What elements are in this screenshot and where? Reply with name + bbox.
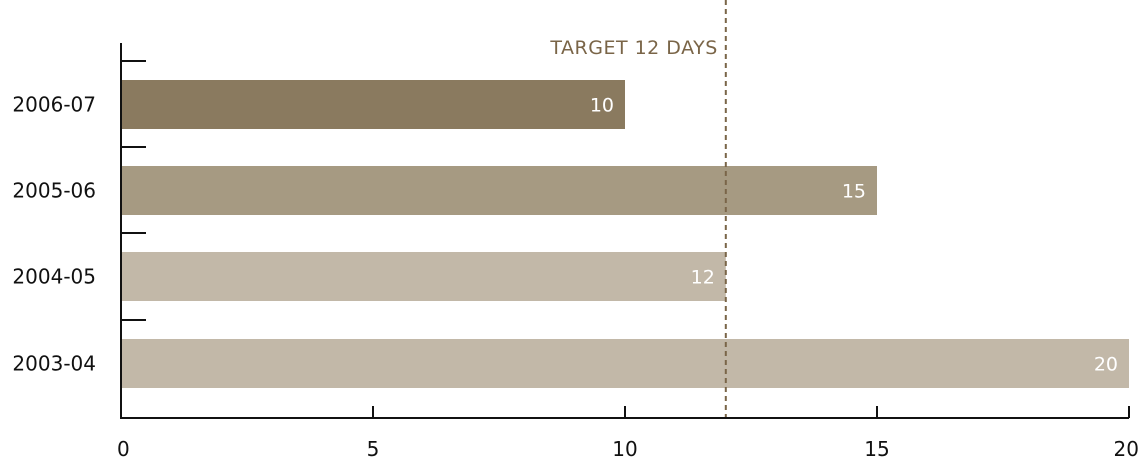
bars-layer: [121, 80, 1129, 388]
bar-2003-04: [121, 339, 1129, 388]
bar-2006-07: [121, 80, 625, 129]
category-label-2003-04: 2003-04: [12, 352, 96, 376]
bar-2004-05: [121, 252, 726, 301]
category-label-2004-05: 2004-05: [12, 265, 96, 289]
x-tick-label-5: 5: [367, 437, 380, 461]
data-label-2006-07: 10: [590, 95, 614, 117]
x-tick-label-10: 10: [612, 437, 637, 461]
data-label-2004-05: 12: [691, 267, 715, 289]
x-tick-label-20: 20: [1114, 437, 1139, 461]
category-label-2005-06: 2005-06: [12, 179, 96, 203]
target-line-label: TARGET 12 DAYS: [549, 37, 717, 59]
x-tick-label-15: 15: [864, 437, 889, 461]
data-label-2005-06: 15: [842, 181, 866, 203]
data-label-2003-04: 20: [1094, 354, 1118, 376]
x-tick-label-0: 0: [117, 437, 130, 461]
bar-2005-06: [121, 166, 877, 215]
axes-layer: [120, 43, 1130, 419]
category-label-2006-07: 2006-07: [12, 93, 96, 117]
labels-layer: 10 2006-07 15 2005-06 12 2004-05 20 2003-04 TARG…: [12, 37, 1139, 461]
